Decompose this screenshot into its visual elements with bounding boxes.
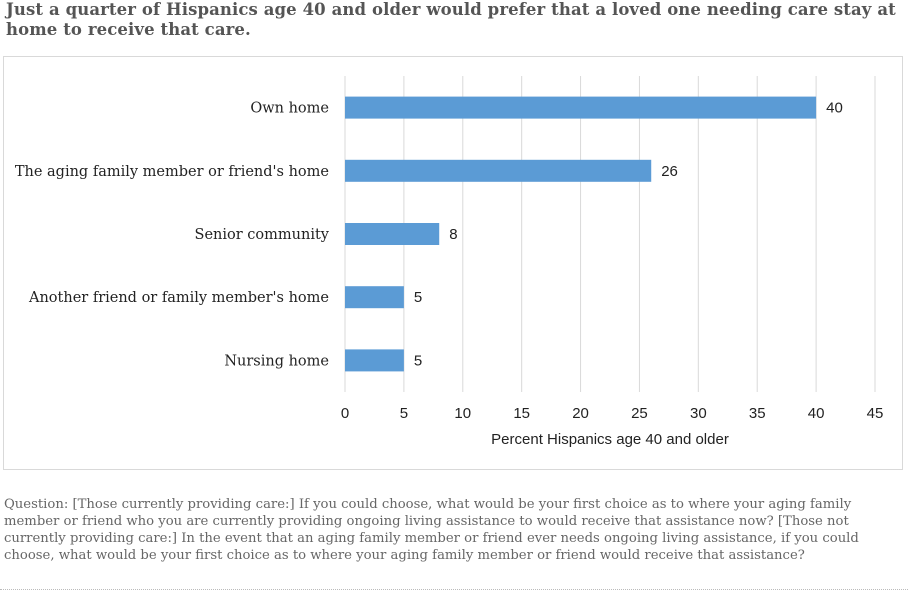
category-label: Own home <box>250 101 329 117</box>
x-axis-title: Percent Hispanics age 40 and older <box>491 431 729 448</box>
bar <box>345 349 404 372</box>
question-note: Question: [Those currently providing car… <box>4 497 859 563</box>
data-label: 5 <box>414 352 422 369</box>
data-label: 40 <box>826 100 843 117</box>
x-tick-label: 5 <box>400 405 408 422</box>
data-label: 8 <box>449 226 457 243</box>
x-tick-label: 30 <box>690 405 707 422</box>
x-tick-label: 20 <box>572 405 589 422</box>
category-label: Senior community <box>195 227 330 243</box>
bar <box>345 96 817 119</box>
x-tick-label: 25 <box>631 405 648 422</box>
category-label: Nursing home <box>224 353 329 369</box>
bar <box>345 159 652 182</box>
bar <box>345 223 440 245</box>
bar <box>345 286 404 309</box>
category-label: The aging family member or friend's home <box>15 164 329 180</box>
chart-frame <box>3 56 903 470</box>
x-tick-label: 10 <box>454 405 471 422</box>
chart-title: Just a quarter of Hispanics age 40 and o… <box>6 0 896 39</box>
x-tick-label: 35 <box>749 405 766 422</box>
bottom-divider <box>0 589 908 590</box>
data-label: 5 <box>414 289 422 306</box>
x-tick-label: 15 <box>513 405 530 422</box>
data-label: 26 <box>661 163 678 180</box>
category-label: Another friend or family member's home <box>28 290 329 306</box>
x-tick-label: 0 <box>341 405 349 422</box>
x-tick-label: 40 <box>808 405 825 422</box>
x-tick-label: 45 <box>867 405 884 422</box>
